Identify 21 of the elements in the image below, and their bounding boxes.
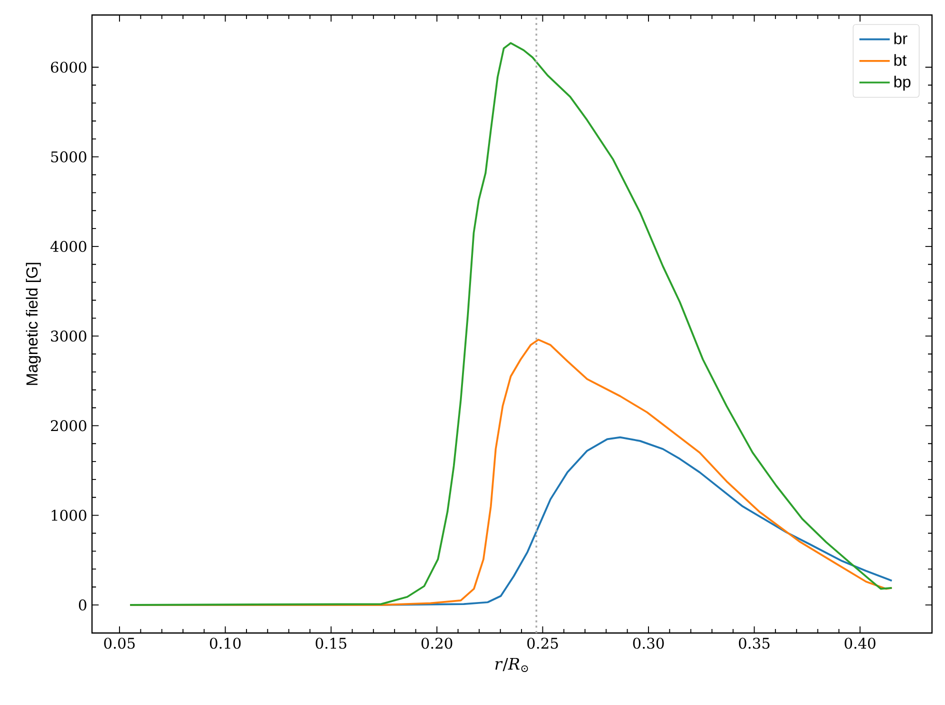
legend-label: bp: [894, 76, 910, 91]
x-tick-label: 0.15: [316, 638, 346, 649]
x-tick-label: 0.35: [738, 638, 770, 649]
x-tick-label: 0.05: [104, 638, 135, 649]
y-tick-label: 0: [78, 599, 86, 610]
y-tick-label: 4000: [50, 240, 86, 252]
y-tick-label: 2000: [50, 420, 86, 432]
x-tick-label: 0.40: [844, 638, 876, 649]
x-tick-label: 0.20: [422, 638, 452, 649]
x-axis-title: r/R$_{⊙}$: [495, 658, 528, 672]
y-axis-title: Magnetic field [G]: [26, 262, 41, 385]
x-tick-label: 0.25: [527, 638, 558, 649]
y-tick-label: 3000: [51, 330, 86, 342]
line-series: [129, 42, 893, 606]
x-tick-label: 0.10: [210, 638, 241, 649]
x-tick-label: 0.30: [633, 638, 664, 649]
y-tick-label: 1000: [52, 510, 86, 521]
legend-label: br: [894, 32, 908, 44]
y-tick-label: 6000: [50, 62, 86, 73]
legend-label: bt: [894, 54, 907, 66]
y-tick-label: 5000: [51, 151, 86, 162]
